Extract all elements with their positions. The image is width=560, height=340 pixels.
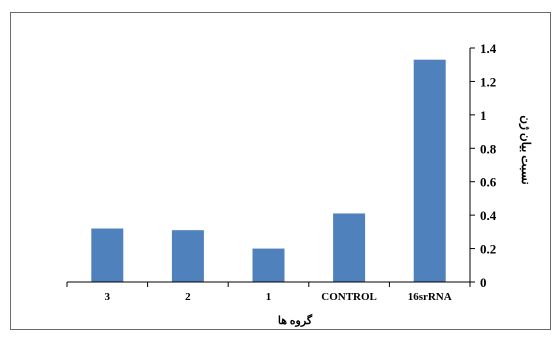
x-tick-label: 3 (105, 291, 111, 303)
x-tick-label: 1 (266, 291, 272, 303)
y-tick-label: 1.4 (480, 41, 497, 56)
x-tick-label: 16srRNA (408, 291, 452, 303)
y-tick-label: 0.8 (480, 141, 497, 156)
y-tick-label: 0.2 (480, 242, 496, 257)
x-tick-label: CONTROL (321, 291, 377, 303)
labels-group: 0 0.2 0.4 0.6 0.8 1 1.2 1.4 3 2 1 CONTROL 16srRNA (105, 41, 497, 303)
y-tick-label: 1.2 (480, 74, 496, 89)
chart-frame (10, 12, 551, 330)
bar-16srrna (413, 59, 446, 283)
y-tick-label: 0.4 (480, 208, 497, 223)
y-tick-label: 0 (480, 275, 487, 290)
y-tick-label: 0.6 (480, 175, 497, 190)
axes-group (66, 47, 475, 287)
bar-control (333, 213, 366, 282)
y-tick-label: 1 (480, 108, 487, 123)
x-tick-label: 2 (185, 291, 191, 303)
bar-3 (91, 228, 124, 282)
bar-1 (252, 248, 285, 282)
bar-2 (171, 230, 204, 282)
y-axis-title: نسبت بیان ژن (518, 115, 533, 185)
bars-group (91, 59, 446, 283)
x-axis-title: گروه ها (278, 313, 313, 327)
